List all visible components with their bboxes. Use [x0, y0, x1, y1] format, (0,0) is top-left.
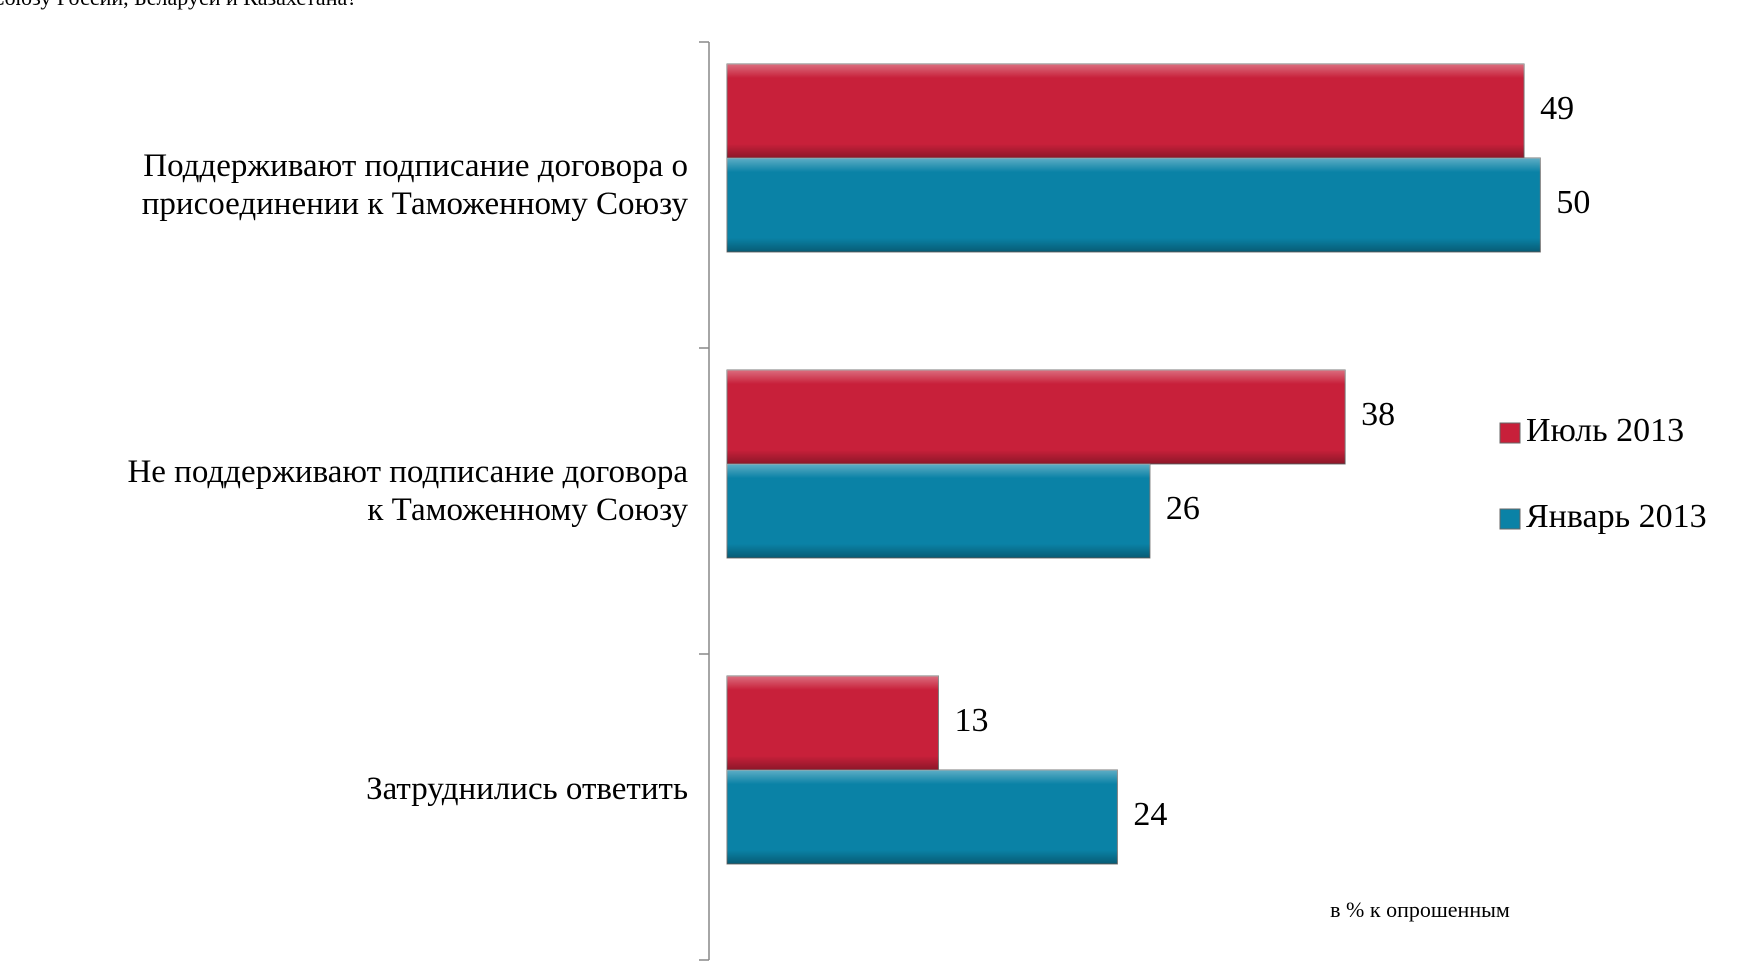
bar-shade [727, 64, 1525, 158]
category-label: Не поддерживают подписание договора к Там… [127, 454, 688, 528]
bar-shade [727, 370, 1346, 464]
category-label: Поддерживают подписание договора о присое… [142, 148, 689, 222]
annotation: в % к опрошенным [1330, 897, 1510, 922]
legend-swatch [1499, 422, 1521, 444]
bar-shade [727, 464, 1150, 558]
chart-title: Союзу России, Беларуси и Казахстана? [0, 0, 357, 10]
legend-swatch [1499, 508, 1521, 530]
bar-shade [727, 676, 939, 770]
bar-shade [727, 158, 1541, 252]
bar-shade [727, 770, 1118, 864]
value-label: 26 [1166, 490, 1200, 527]
value-label: 38 [1361, 396, 1395, 433]
legend-label: Январь 2013 [1526, 498, 1707, 535]
category-label: Затруднились ответить [366, 771, 688, 807]
value-label: 50 [1556, 184, 1590, 221]
value-label: 13 [954, 702, 988, 739]
value-label: 49 [1540, 90, 1574, 127]
value-label: 24 [1133, 796, 1167, 833]
legend-label: Июль 2013 [1526, 412, 1684, 449]
